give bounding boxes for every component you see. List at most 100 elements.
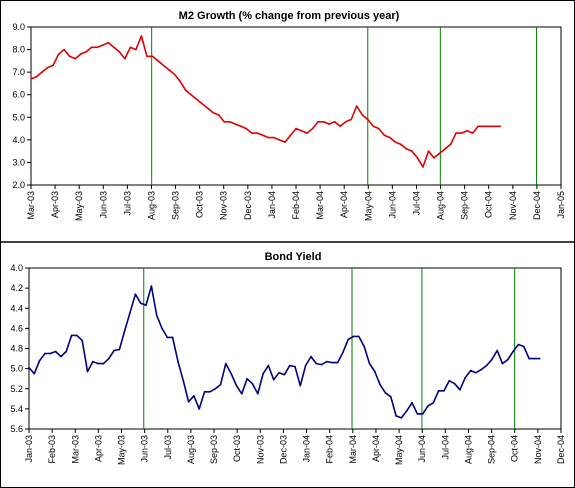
x-tick-label: Jul-03: [122, 191, 132, 216]
data-point: [177, 360, 179, 363]
data-point: [97, 362, 99, 365]
data-point: [96, 46, 99, 49]
data-point: [206, 107, 209, 110]
data-point: [355, 105, 358, 107]
data-point: [28, 366, 30, 369]
data-point: [494, 125, 496, 128]
x-tick-label: Jul-04: [411, 191, 421, 216]
x-tick-label: Jun-03: [140, 435, 150, 463]
data-point: [161, 327, 163, 330]
data-point: [209, 391, 211, 393]
data-point: [70, 334, 73, 337]
data-point: [146, 55, 148, 58]
data-point: [379, 383, 381, 386]
x-tick-label: May-04: [363, 191, 373, 221]
data-point: [372, 125, 375, 128]
data-point: [306, 132, 308, 134]
x-tick-label: Sep-03: [171, 191, 181, 220]
data-point: [501, 362, 504, 365]
data-point: [460, 132, 463, 134]
data-point: [108, 357, 110, 360]
data-point: [517, 343, 520, 346]
data-point: [336, 361, 339, 364]
x-tick-label: Feb-03: [47, 435, 57, 464]
data-point: [304, 364, 307, 367]
y-tick-label: 4.4: [10, 303, 23, 313]
data-point: [124, 329, 126, 332]
data-point: [339, 125, 342, 128]
data-point: [533, 357, 536, 360]
data-point: [416, 157, 419, 159]
data-point: [477, 125, 480, 128]
data-point: [512, 350, 514, 353]
data-point: [166, 336, 169, 339]
data-point: [499, 125, 502, 128]
data-point: [453, 382, 456, 385]
data-point: [331, 361, 334, 364]
data-point: [65, 350, 67, 353]
data-point: [92, 360, 94, 363]
data-point: [482, 125, 485, 128]
data-point: [455, 132, 457, 134]
data-point: [102, 44, 104, 46]
y-tick-label: 5.2: [10, 384, 23, 394]
data-point: [41, 71, 43, 73]
x-tick-label: Dec-03: [278, 435, 288, 464]
data-point: [361, 114, 364, 116]
y-tick-label: 9.0: [12, 22, 25, 32]
data-point: [251, 382, 254, 385]
data-point: [203, 391, 206, 393]
data-point: [86, 370, 89, 373]
data-point: [283, 373, 286, 376]
x-tick-label: May-04: [394, 435, 404, 465]
data-point: [234, 123, 237, 125]
data-point: [320, 363, 323, 366]
data-point: [390, 396, 392, 398]
data-point: [33, 372, 36, 375]
x-tick-label: Mar-03: [26, 191, 36, 220]
data-point: [273, 136, 275, 139]
data-point: [485, 364, 488, 367]
data-point: [395, 415, 397, 417]
data-point: [374, 370, 376, 373]
data-point: [74, 57, 76, 60]
data-point: [135, 48, 137, 51]
x-tick-label: Dec-03: [243, 191, 253, 220]
x-tick-label: Feb-04: [291, 191, 301, 220]
data-point: [294, 365, 296, 368]
data-point: [85, 51, 87, 53]
data-point: [400, 143, 402, 146]
y-tick-label: 4.0: [10, 263, 23, 273]
data-point: [333, 121, 336, 123]
data-point: [182, 379, 185, 382]
data-point: [49, 352, 52, 355]
data-point: [38, 359, 41, 362]
y-tick-label: 4.2: [10, 283, 23, 293]
data-point: [81, 339, 83, 342]
x-tick-label: May-03: [117, 435, 127, 465]
data-point: [68, 55, 71, 58]
x-tick-label: Aug-04: [463, 435, 473, 464]
data-point: [212, 112, 214, 114]
data-point: [241, 393, 243, 395]
y-tick-label: 4.0: [12, 135, 25, 145]
data-point: [368, 362, 371, 365]
data-point: [405, 148, 408, 150]
data-point: [411, 150, 413, 152]
data-point: [278, 371, 280, 374]
m2-chart-title: M2 Growth (% change from previous year): [179, 10, 400, 22]
data-point: [466, 130, 468, 132]
data-point: [190, 93, 192, 96]
x-tick-label: Nov-03: [219, 191, 229, 220]
data-point: [405, 410, 408, 412]
data-point: [278, 139, 281, 141]
x-tick-label: Jan-04: [302, 435, 312, 463]
data-point: [245, 127, 248, 130]
x-tick-label: Mar-04: [348, 435, 358, 464]
y-tick-label: 2.0: [12, 180, 25, 190]
y-tick-label: 5.0: [12, 112, 25, 122]
data-point: [311, 127, 314, 130]
data-point: [118, 348, 121, 351]
y-tick-label: 3.0: [12, 157, 25, 167]
